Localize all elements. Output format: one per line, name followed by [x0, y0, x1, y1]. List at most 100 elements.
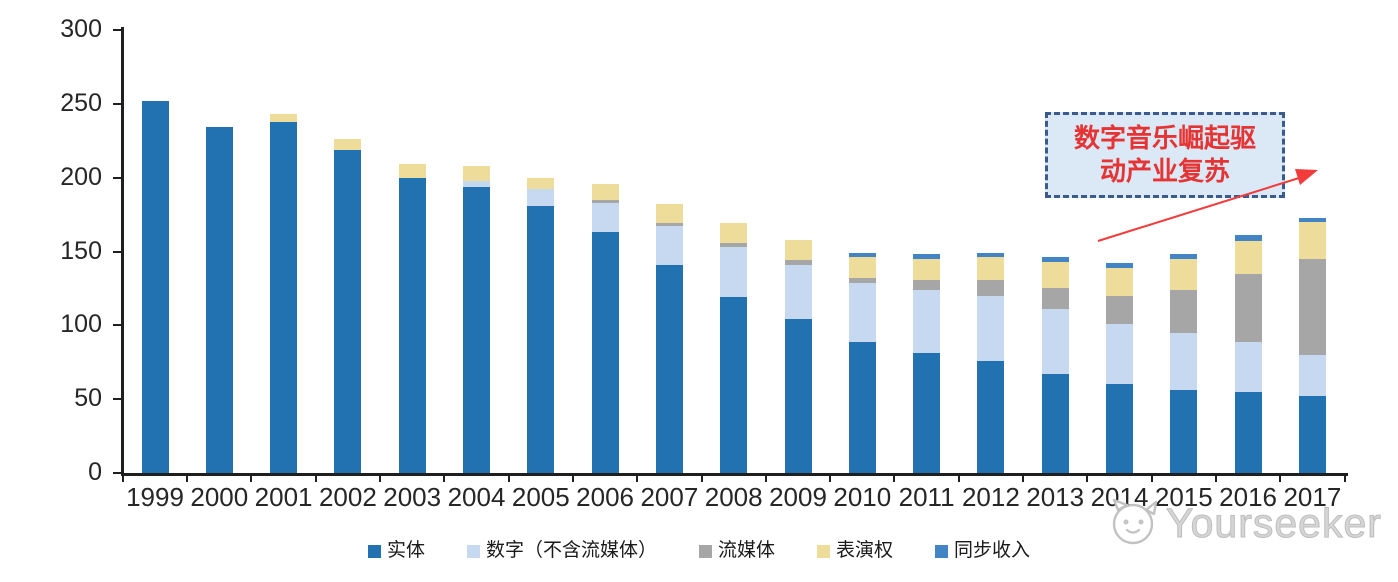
bar-segment-2013 [1041, 309, 1069, 375]
x-axis-label: 2002 [318, 482, 377, 512]
bar-segment-2010 [848, 252, 876, 258]
x-axis-label: 2004 [447, 482, 506, 512]
y-axis-tick [113, 176, 121, 179]
legend-item: 表演权 [817, 541, 893, 561]
x-axis-label: 2016 [1219, 482, 1278, 512]
bar-segment-2012 [977, 257, 1005, 280]
x-axis-label: 2011 [898, 482, 955, 512]
bar-segment-2009 [784, 264, 812, 320]
legend-label: 实体 [386, 540, 425, 561]
x-axis-tick [571, 475, 574, 482]
y-axis-tick [113, 250, 121, 253]
bar-segment-2006 [591, 183, 619, 200]
x-axis-tick [636, 475, 639, 482]
bar-segment-2012 [977, 360, 1005, 473]
x-axis-label: 2014 [1090, 482, 1149, 512]
bar-segment-2013 [1041, 374, 1069, 473]
annotation-text-line1: 数字音乐崛起驱 [1073, 124, 1256, 153]
bar-segment-2011 [913, 279, 941, 290]
legend-swatch-icon [466, 544, 480, 558]
bar-segment-2008 [720, 247, 748, 298]
x-axis-tick [764, 475, 767, 482]
y-axis-tick [113, 324, 121, 327]
bar-segment-2010 [848, 341, 876, 473]
bar-segment-2007 [655, 226, 683, 265]
y-axis-line [121, 27, 124, 476]
bar-segment-2013 [1041, 257, 1069, 262]
bar-segment-2013 [1041, 288, 1069, 310]
bar-segment-2016 [1234, 341, 1262, 392]
bar-segment-2017 [1298, 217, 1326, 222]
bar-segment-2016 [1234, 273, 1262, 342]
bar-segment-2013 [1041, 261, 1069, 289]
bar-segment-2014 [1106, 267, 1133, 296]
legend-swatch-icon [698, 544, 712, 558]
legend-label: 流媒体 [717, 540, 775, 561]
legend-label: 数字（不含流媒体） [485, 540, 657, 561]
x-axis-tick [121, 475, 124, 482]
bar-segment-2010 [848, 278, 876, 283]
bar-segment-2002 [334, 139, 362, 150]
x-axis-line [121, 473, 1348, 476]
bar-segment-2009 [784, 239, 812, 261]
bar-segment-2016 [1234, 235, 1262, 242]
x-axis-label: 2005 [511, 482, 570, 512]
bar-segment-2005 [527, 189, 555, 206]
bar-segment-2017 [1298, 258, 1326, 355]
y-axis-tick [113, 398, 121, 401]
x-axis-label: 1999 [126, 482, 184, 512]
x-axis-tick [314, 475, 317, 482]
chart-legend: 实体 数字（不含流媒体） 流媒体 表演权 同步收入 [0, 536, 1398, 566]
x-axis-label: 2001 [254, 482, 313, 512]
x-axis-tick [1022, 475, 1025, 482]
bar-segment-2000 [205, 127, 233, 473]
bar-segment-2005 [527, 205, 555, 473]
bar-segment-2010 [848, 282, 876, 342]
bar-segment-2016 [1234, 391, 1262, 473]
y-axis-label: 100 [60, 310, 102, 339]
bar-segment-2017 [1298, 354, 1326, 397]
x-axis-tick [1086, 475, 1089, 482]
x-axis-tick [893, 475, 896, 482]
x-axis-tick [1150, 475, 1153, 482]
x-axis-label: 2000 [190, 482, 249, 512]
bar-segment-2012 [977, 279, 1005, 296]
y-axis-label: 300 [60, 15, 102, 43]
bar-segment-2011 [913, 289, 941, 354]
x-axis-label: 2013 [1026, 482, 1085, 512]
y-axis-label: 50 [74, 384, 102, 413]
bar-segment-2011 [913, 254, 941, 259]
bar-segment-2017 [1298, 396, 1326, 473]
legend-item: 数字（不含流媒体） [466, 540, 657, 561]
bar-segment-2017 [1298, 221, 1326, 259]
x-axis-tick [829, 475, 832, 482]
bar-segment-2008 [720, 223, 748, 243]
y-axis-label: 150 [60, 236, 102, 265]
bar-segment-2015 [1170, 390, 1198, 473]
y-axis-label: 0 [88, 458, 102, 486]
bar-segment-2009 [784, 260, 812, 265]
y-axis-tick [113, 472, 121, 474]
bar-segment-2006 [591, 202, 619, 233]
bar-segment-2010 [848, 257, 876, 279]
bar-segment-2007 [655, 223, 683, 227]
bar-segment-2015 [1170, 254, 1198, 259]
y-axis-label: 200 [60, 162, 102, 191]
legend-swatch-icon [367, 544, 381, 558]
bar-segment-2015 [1170, 289, 1198, 333]
x-axis-label: 2010 [833, 482, 892, 512]
bar-segment-2009 [784, 319, 812, 473]
bar-segment-2014 [1106, 384, 1133, 473]
x-axis-label: 2003 [383, 482, 442, 512]
x-axis-label: 2009 [769, 482, 827, 512]
x-axis-tick [957, 475, 960, 482]
legend-swatch-icon [935, 544, 949, 558]
bar-segment-2005 [527, 177, 555, 190]
bar-segment-2007 [655, 204, 683, 224]
bar-segment-2002 [334, 149, 362, 473]
legend-label: 表演权 [836, 540, 894, 561]
bar-segment-2006 [591, 199, 619, 203]
bar-segment-2012 [977, 295, 1005, 361]
x-axis-tick [250, 475, 253, 482]
